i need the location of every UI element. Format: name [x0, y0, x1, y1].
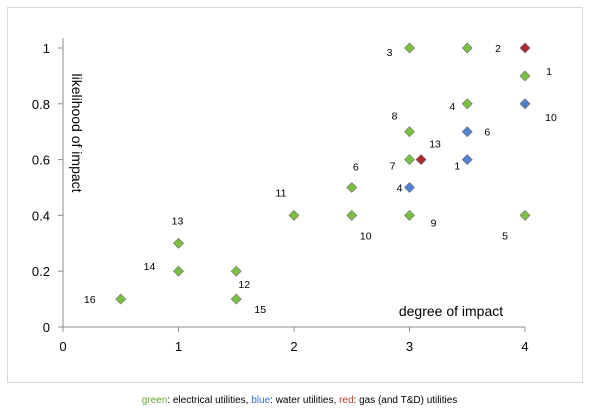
electrical-point-marker — [230, 293, 242, 305]
electrical-point-marker — [288, 209, 300, 221]
x-axis-title: degree of impact — [399, 303, 503, 319]
x-tick-label: 0 — [59, 339, 66, 354]
caption-red-word: red — [339, 395, 354, 406]
electrical-point-marker — [461, 42, 473, 54]
water-point-marker — [461, 126, 473, 138]
caption-green-text: : electrical utilities, — [167, 395, 252, 406]
electrical-point-marker — [230, 265, 242, 277]
electrical-point-label: 13 — [172, 215, 184, 227]
electrical-point-label: 9 — [431, 217, 437, 229]
water-point-label: 4 — [397, 183, 403, 195]
electrical-point-label: 6 — [353, 162, 359, 174]
electrical-point-label: 15 — [254, 304, 266, 316]
gas-point-label: 2 — [495, 43, 501, 55]
electrical-point-label: 3 — [387, 47, 393, 59]
electrical-point-marker — [346, 209, 358, 221]
electrical-point-marker — [519, 209, 531, 221]
electrical-point-label: 7 — [390, 161, 396, 173]
caption-blue-word: blue — [251, 395, 271, 406]
water-point-label: 1 — [454, 161, 460, 173]
caption-red-text: : gas (and T&D) utilities — [353, 395, 458, 406]
caption-green-word: green — [141, 395, 168, 406]
electrical-point-marker — [404, 209, 415, 221]
gas-point-marker — [519, 42, 531, 54]
chart-caption: green: electrical utilities, blue: water… — [0, 395, 599, 406]
electrical-point-label: 16 — [84, 294, 96, 306]
water-point-label: 10 — [545, 112, 557, 124]
water-point-marker — [404, 182, 415, 193]
x-tick-label: 4 — [521, 339, 528, 354]
y-tick-label: 0.6 — [32, 153, 50, 168]
y-tick-label: 0 — [43, 320, 50, 335]
electrical-point-label: 8 — [392, 111, 398, 123]
y-tick-label: 1 — [43, 41, 50, 56]
x-tick-label: 3 — [406, 339, 413, 354]
y-tick-label: 0.4 — [32, 208, 50, 223]
gas-point-marker — [415, 154, 427, 166]
electrical-point-label: 11 — [276, 187, 287, 199]
electrical-point-marker — [173, 265, 184, 277]
x-tick-label: 1 — [175, 339, 182, 354]
electrical-point-marker — [404, 126, 415, 138]
electrical-point-marker — [519, 70, 531, 82]
electrical-point-marker — [461, 98, 473, 110]
water-point-label: 6 — [484, 127, 490, 139]
electrical-point-label: 1 — [546, 66, 552, 78]
y-axis-title: likelihood of impact — [69, 73, 85, 192]
caption-blue-text: : water utilities, — [270, 395, 340, 406]
electrical-point-label: 12 — [238, 279, 250, 291]
gas-point-label: 13 — [429, 139, 441, 151]
electrical-point-label: 4 — [449, 101, 455, 113]
electrical-point-label: 14 — [144, 261, 156, 273]
electrical-point-marker — [404, 154, 415, 166]
x-tick-label: 2 — [290, 339, 297, 354]
y-tick-label: 0.8 — [32, 97, 50, 112]
electrical-point-marker — [404, 42, 415, 54]
electrical-point-marker — [115, 293, 127, 305]
electrical-point-label: 5 — [502, 230, 508, 242]
water-point-marker — [519, 98, 531, 110]
electrical-point-marker — [173, 237, 184, 249]
y-tick-label: 0.2 — [32, 264, 50, 279]
electrical-point-marker — [346, 182, 358, 193]
electrical-point-label: 10 — [360, 230, 372, 242]
water-point-marker — [461, 154, 473, 166]
chart-frame: 0 1 2 3 4 0 0.2 0.4 0.6 0.8 1 degree of impact likel… — [7, 7, 583, 383]
